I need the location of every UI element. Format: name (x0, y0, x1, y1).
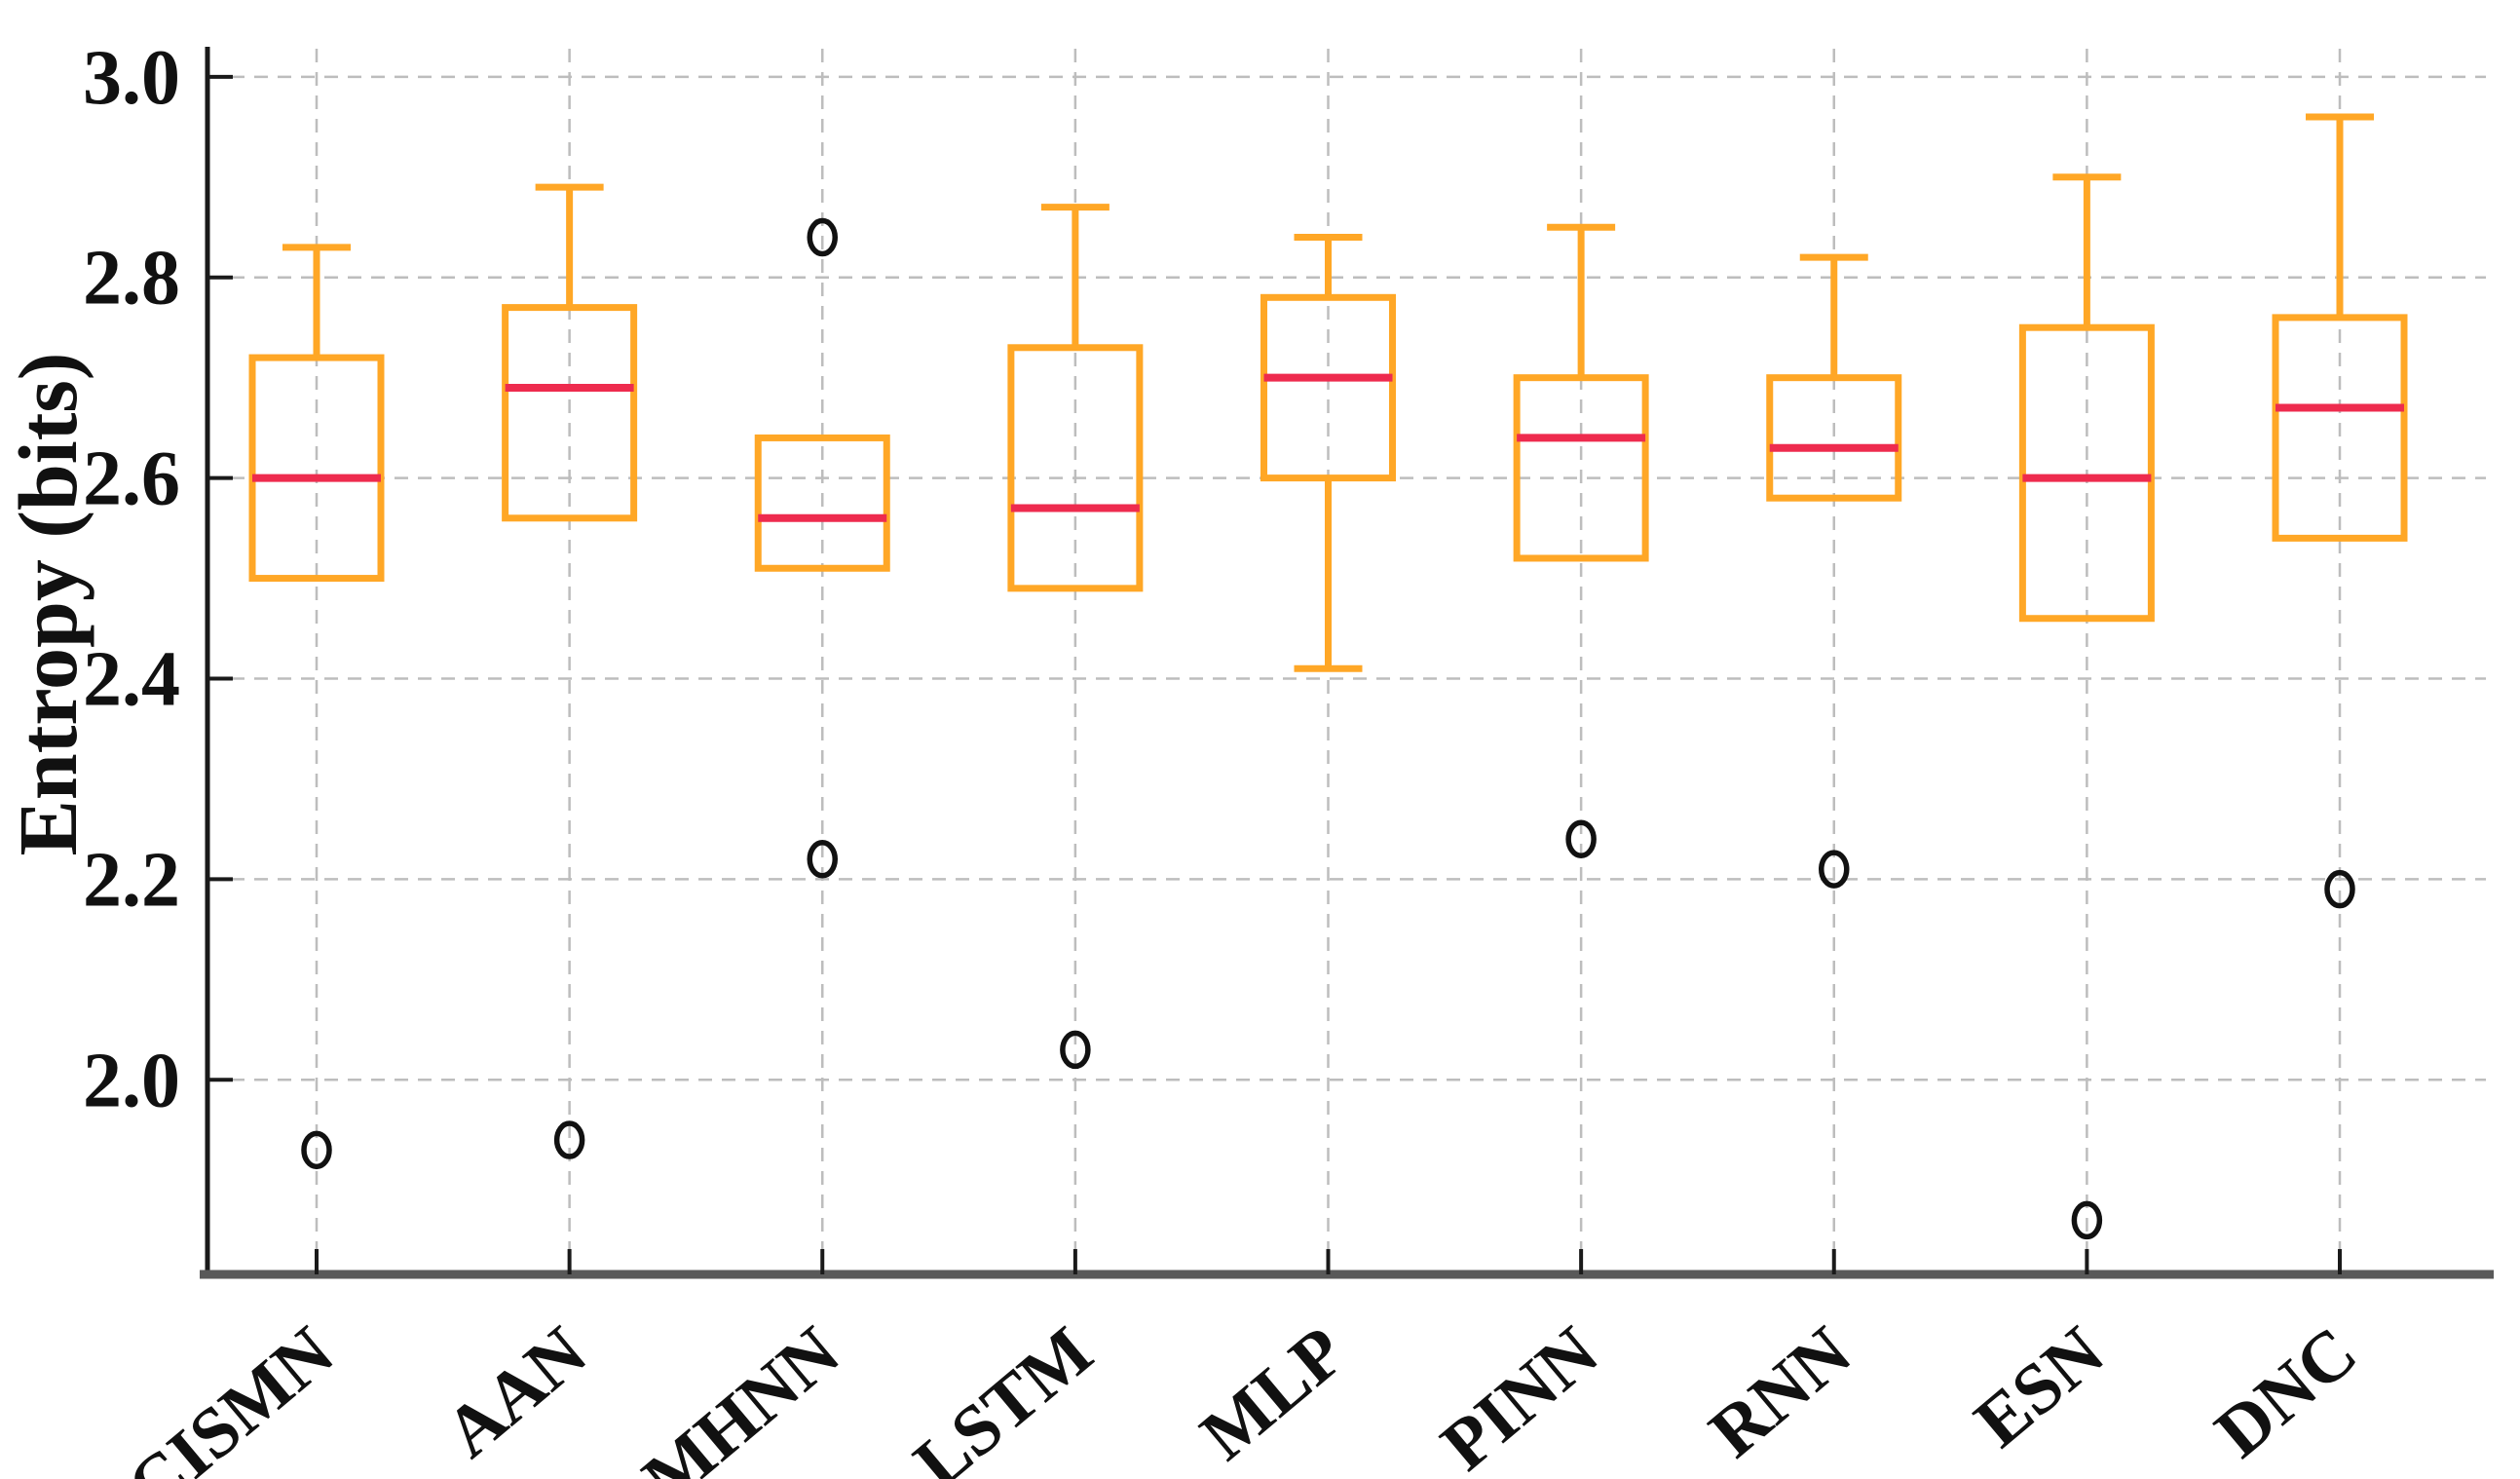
x-tick-label-PINN: PINN (1427, 1311, 1613, 1479)
box-group-AAN (502, 183, 638, 1159)
iqr-box-AAN (502, 304, 638, 522)
box-group-ESN (2018, 173, 2155, 1240)
outlier-MHNN-0 (807, 217, 838, 257)
grid-layer (207, 49, 2486, 1274)
box-group-RNN (1766, 253, 1902, 889)
y-tick-label-2.8: 2.8 (83, 236, 180, 322)
y-tick-label-2.0: 2.0 (83, 1038, 180, 1123)
y-tick-label-2.2: 2.2 (83, 837, 180, 923)
box-group-MLP (1260, 234, 1396, 672)
box-group-LSTM (1007, 204, 1144, 1070)
iqr-box-ESN (2018, 323, 2155, 623)
box-group-MHNN (754, 217, 890, 879)
outlier-PINN-0 (1565, 819, 1597, 858)
outlier-DNC-0 (2324, 869, 2355, 909)
box-group-DNC (2272, 113, 2408, 909)
iqr-box-PINN (1513, 374, 1649, 562)
outlier-LSTM-0 (1060, 1030, 1091, 1070)
y-tick-label-2.6: 2.6 (83, 436, 180, 522)
box-group-CISMN (248, 244, 385, 1170)
box-layer (248, 113, 2408, 1240)
outlier-MHNN-1 (807, 840, 838, 879)
iqr-box-MHNN (754, 434, 890, 572)
x-tick-label-AAN: AAN (431, 1311, 602, 1473)
iqr-box-LSTM (1007, 344, 1144, 592)
y-axis-title: Entropy (bits) (1, 353, 94, 856)
iqr-box-RNN (1766, 374, 1902, 502)
label-layer: Entropy (bits) 2.0 2.2 2.4 2.6 2.8 3.0 CISMN AA… (1, 35, 2372, 1479)
x-tick-label-MHNN: MHNN (628, 1311, 854, 1479)
x-tick-label-CISMN: CISMN (113, 1311, 349, 1479)
y-tick-label-2.4: 2.4 (83, 637, 180, 723)
x-tick-label-LSTM: LSTM (899, 1311, 1107, 1479)
outlier-RNN-0 (1819, 850, 1850, 889)
x-tick-label-MLP: MLP (1186, 1311, 1361, 1475)
iqr-box-DNC (2272, 314, 2408, 542)
box-group-PINN (1513, 223, 1649, 858)
outlier-CISMN-0 (301, 1130, 332, 1170)
x-tick-label-RNN: RNN (1695, 1311, 1866, 1473)
y-tick-label-3.0: 3.0 (83, 35, 180, 121)
x-tick-label-DNC: DNC (2200, 1311, 2372, 1473)
outlier-ESN-0 (2071, 1200, 2103, 1240)
iqr-box-CISMN (248, 354, 385, 583)
iqr-box-MLP (1260, 293, 1396, 482)
x-tick-label-ESN: ESN (1960, 1311, 2119, 1462)
outlier-AAN-0 (553, 1120, 585, 1159)
axes-layer (200, 47, 2494, 1279)
